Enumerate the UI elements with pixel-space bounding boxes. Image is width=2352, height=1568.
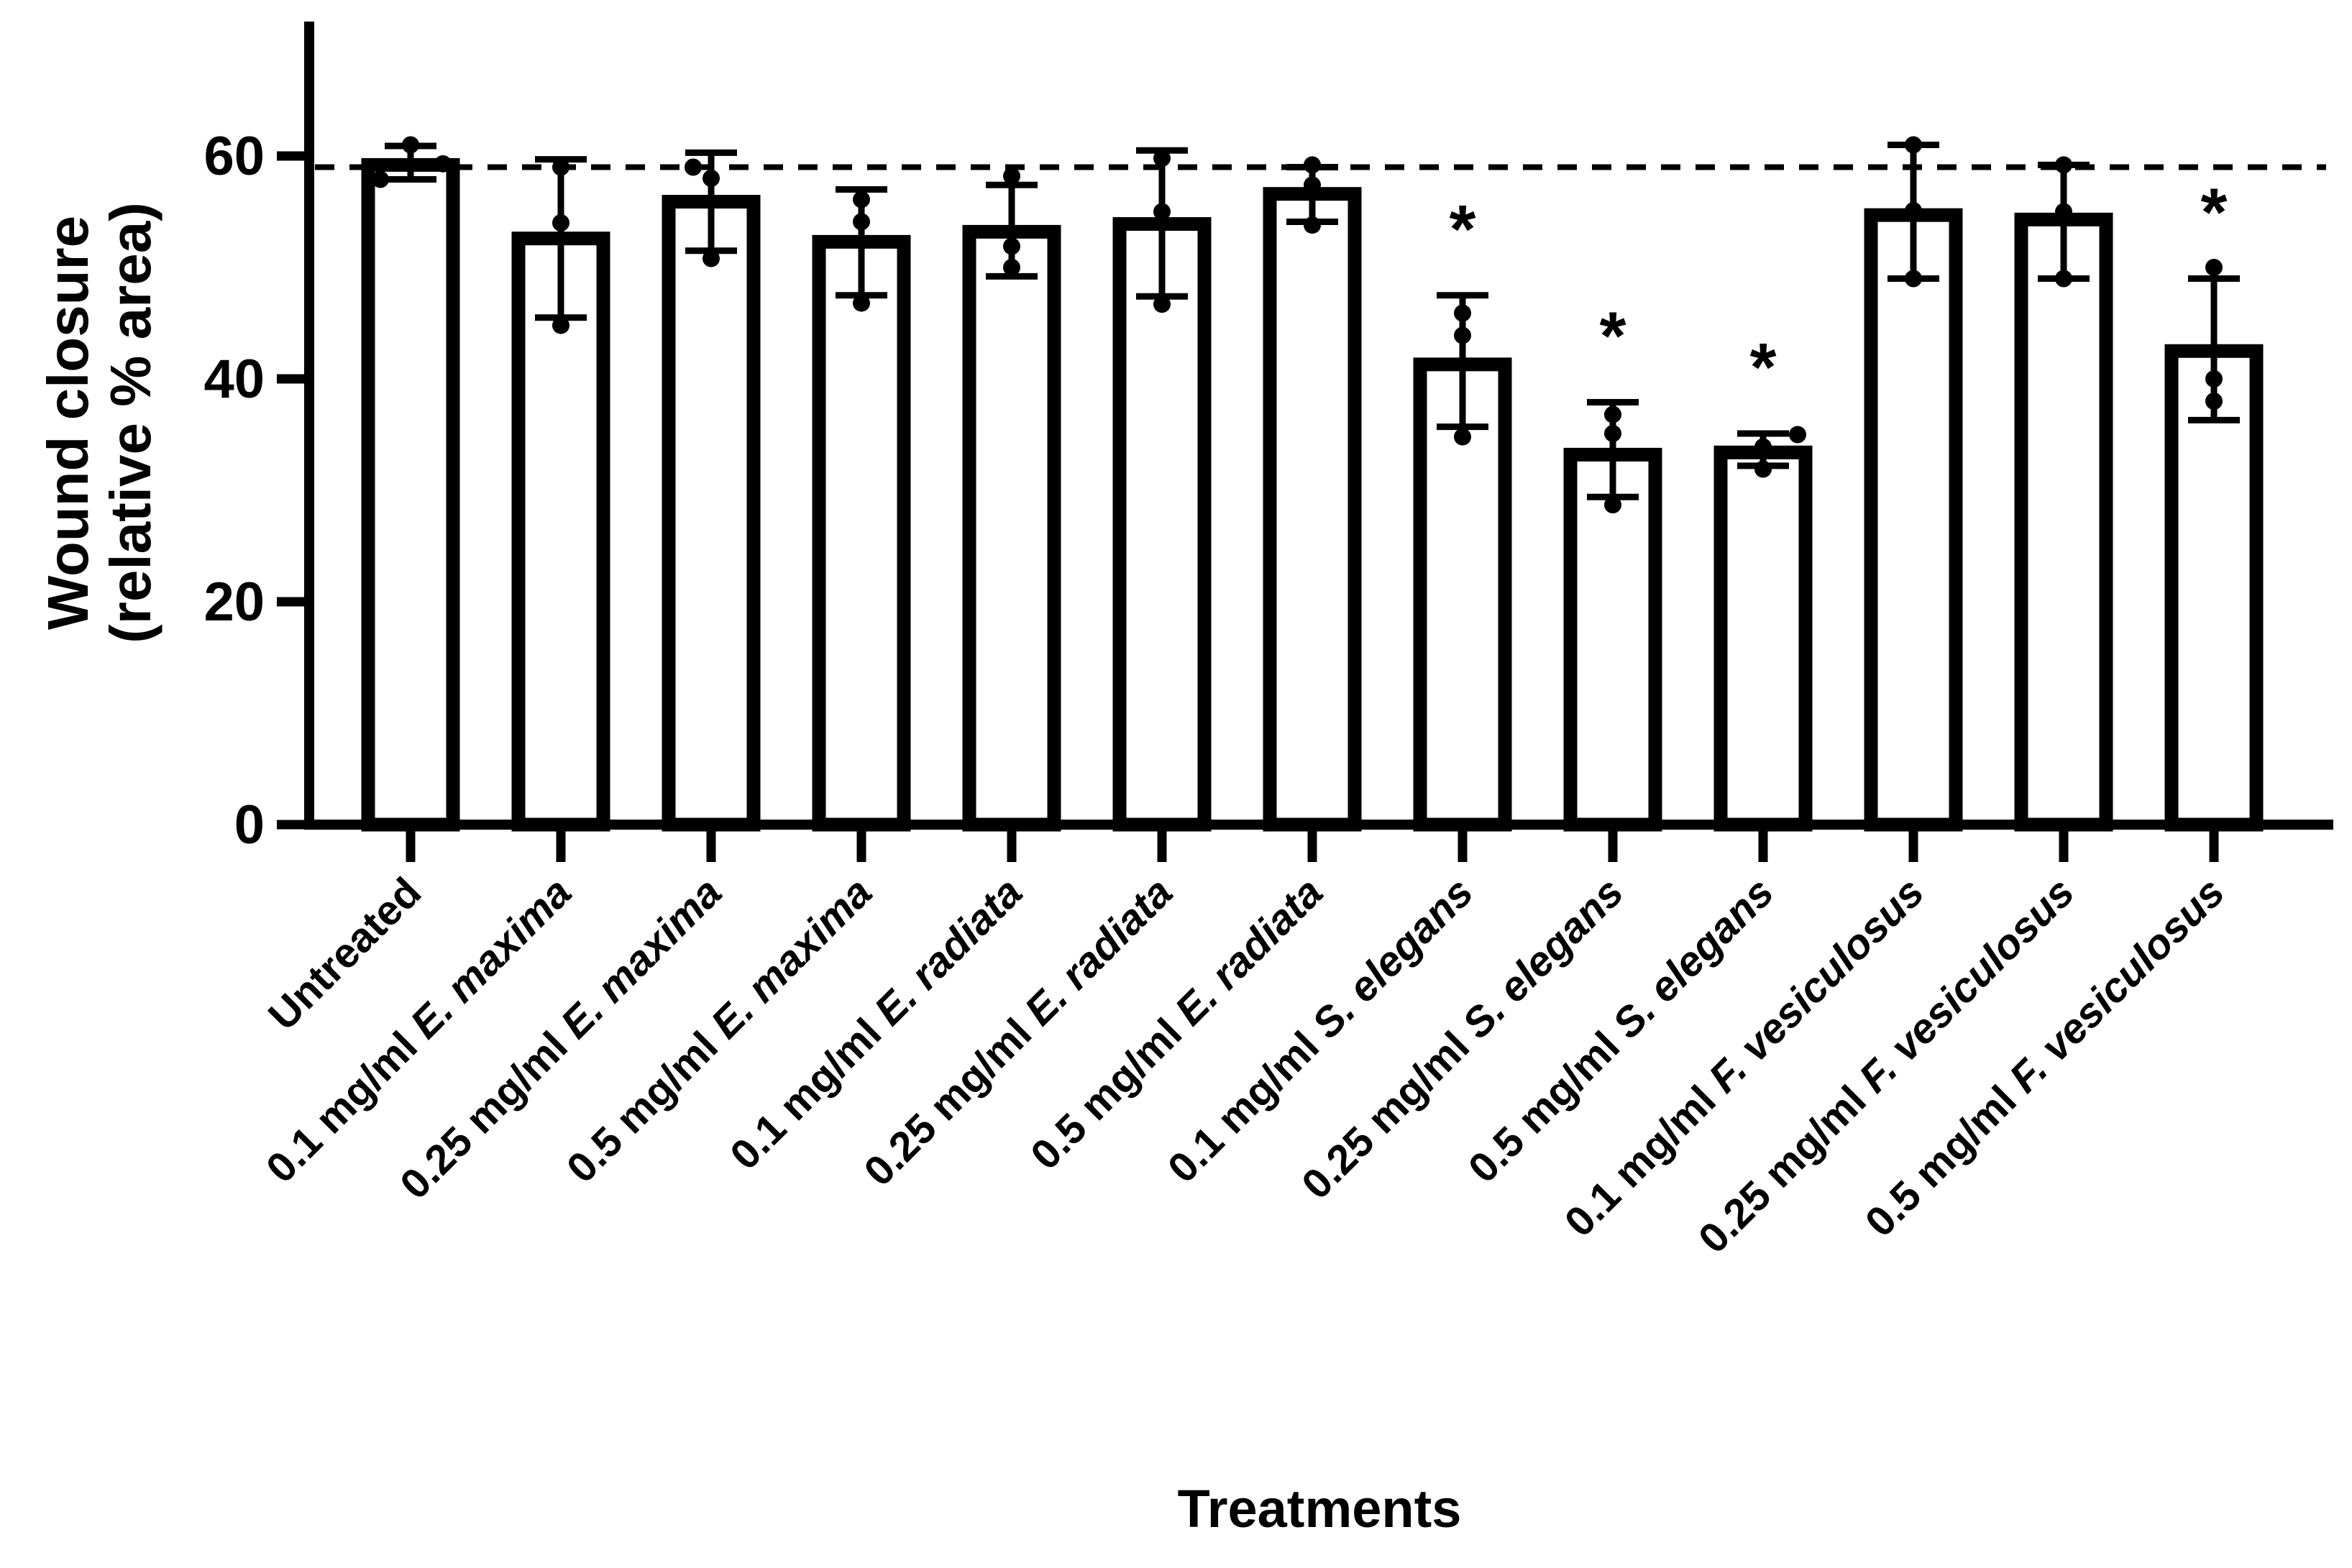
data-point [1454,428,1471,446]
data-point [1304,216,1321,234]
x-category-label: 0.5 mg/ml E. radiata [1022,868,1332,1178]
bar [1263,187,1362,832]
bar [1112,217,1212,832]
data-point [685,158,702,176]
x-category-label: 0.5 mg/ml S. elegans [1460,868,1783,1191]
data-point [1454,304,1471,322]
y-tick-label: 60 [203,126,265,187]
data-point [1604,424,1621,442]
data-point [1754,438,1772,456]
data-point [1153,295,1171,313]
x-category-label: 0.5 mg/ml E. maxima [558,868,881,1191]
data-point [552,316,569,334]
data-point [1304,176,1321,194]
x-category-label: 0.1 mg/ml E. radiata [721,868,1031,1178]
data-point [1604,405,1621,423]
data-point [1754,460,1772,478]
data-point [2205,393,2223,410]
data-point [1153,150,1171,168]
y-axis-title-line2: (relative % area) [99,202,163,643]
data-point [1454,326,1471,344]
x-category-label: 0.1 mg/ml E. maxima [257,868,580,1191]
bar [662,195,761,832]
data-point [2055,270,2072,288]
significance-asterisk: * [1600,298,1626,375]
data-point [703,249,720,267]
data-point [2205,259,2223,276]
significance-asterisk: * [2201,175,2228,251]
x-axis-title: Treatments [1177,1479,1462,1539]
y-axis-title-line1: Wound closure [36,215,100,631]
data-point [853,294,870,312]
y-tick-label: 20 [203,572,265,633]
x-category-label: 0.25 mg/ml E. radiata [855,868,1181,1195]
bar [1864,208,1963,832]
y-tick-label: 0 [234,794,265,856]
data-point [2205,370,2223,388]
data-point [2055,203,2072,221]
significance-asterisk: * [1750,329,1777,405]
data-point [372,170,389,188]
data-point [1604,496,1621,514]
data-point [434,155,452,173]
data-point [853,191,870,208]
bar [2014,212,2113,832]
data-point [1905,201,1922,219]
bar [962,224,1061,832]
bar [2164,344,2264,832]
significance-asterisk: * [1450,191,1476,267]
data-point [1003,167,1020,185]
data-point [703,170,720,187]
data-point [1789,426,1806,444]
data-point [552,214,569,231]
y-tick-label: 40 [203,349,265,410]
x-category-label: 0.1 mg/ml S. elegans [1159,868,1482,1191]
data-point [1153,203,1171,221]
data-point [1003,259,1020,276]
data-point [853,213,870,231]
data-point [402,136,419,154]
bar [1713,445,1813,832]
bar [812,234,911,832]
data-point [1905,136,1922,154]
data-point [1003,237,1020,255]
bar [361,157,460,832]
data-point [1905,270,1922,288]
